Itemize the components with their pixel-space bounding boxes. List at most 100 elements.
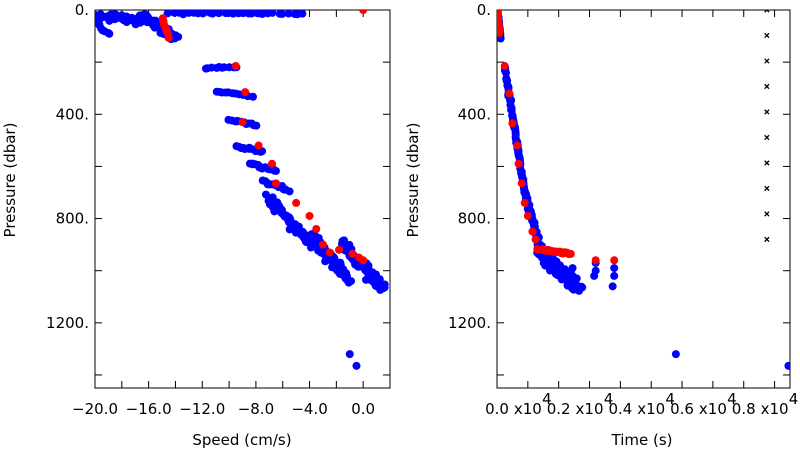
red-data-point xyxy=(497,29,504,38)
x-marker xyxy=(764,211,770,217)
data-points xyxy=(497,10,790,370)
red-data-point xyxy=(164,33,173,42)
red-data-point xyxy=(508,119,517,128)
x-marker xyxy=(764,58,770,64)
speed-plot-area: 0. 400. 800. 1200. −20.0 −16.0 −12.0 −8.0 −4.0 0.… xyxy=(46,1,391,418)
blue-data-point xyxy=(590,271,599,280)
blue-data-point xyxy=(285,187,294,196)
blue-data-point xyxy=(284,10,293,18)
x-tick-label: −12.0 xyxy=(179,400,225,418)
y-tick-label: 0. xyxy=(75,1,89,19)
red-data-point xyxy=(514,159,523,168)
y-tick-label: 800. xyxy=(458,210,491,228)
blue-data-point xyxy=(568,271,577,280)
time-pressure-panel: 0.400.800.1200.0.0 0.2 0.4 0.6 0.8x104x104x1… xyxy=(404,1,798,449)
x-marker xyxy=(764,10,770,13)
x-multiplier-exponent: 4 xyxy=(542,390,552,408)
blue-data-point xyxy=(268,10,277,17)
red-data-point xyxy=(505,89,514,98)
x-tick-label: −20.0 xyxy=(72,400,118,418)
x-marker xyxy=(764,32,770,39)
red-data-point xyxy=(268,159,276,168)
red-data-point xyxy=(513,141,522,150)
red-data-point xyxy=(272,179,281,188)
blue-data-point xyxy=(170,34,179,43)
red-data-point xyxy=(500,62,509,71)
data-points xyxy=(95,10,389,370)
red-data-point xyxy=(528,227,537,236)
x-multiplier-exponent: 4 xyxy=(665,390,675,408)
red-data-point xyxy=(566,249,575,258)
y-tick-label: 400. xyxy=(56,105,89,123)
red-data-point xyxy=(591,256,600,265)
red-data-point xyxy=(523,211,532,220)
blue-data-point xyxy=(292,224,301,233)
x-tick-label: −4.0 xyxy=(291,400,327,418)
blue-data-point xyxy=(578,283,587,292)
y-tick-label: 1200. xyxy=(448,314,491,332)
x-marker xyxy=(764,134,770,141)
red-data-point xyxy=(335,245,344,254)
red-data-point xyxy=(254,141,263,150)
red-data-point xyxy=(305,211,314,220)
y-tick-label: 1200. xyxy=(46,314,89,332)
blue-data-point xyxy=(608,282,617,291)
red-data-point xyxy=(312,224,321,233)
x-multiplier-label: x10 xyxy=(514,400,542,418)
x-tick-label: 0.2 xyxy=(547,400,571,418)
time-x-axis-label: Time (s) xyxy=(611,431,673,449)
blue-data-point xyxy=(341,272,350,281)
blue-data-point xyxy=(214,10,223,18)
blue-data-point xyxy=(347,277,356,286)
blue-data-point xyxy=(671,350,680,359)
blue-data-point xyxy=(105,29,114,38)
x-marker xyxy=(764,109,770,115)
y-tick-label: 0. xyxy=(477,1,491,19)
red-data-point xyxy=(348,249,357,258)
red-data-point xyxy=(238,118,247,127)
blue-data-point xyxy=(610,264,619,273)
red-data-point xyxy=(231,62,240,71)
blue-data-point xyxy=(198,10,207,18)
x-multiplier-label: x10 xyxy=(761,400,789,418)
blue-data-point xyxy=(271,166,280,175)
red-data-point xyxy=(517,179,526,188)
blue-data-point xyxy=(345,350,354,359)
x-marker xyxy=(764,160,770,166)
x-multiplier-exponent: 4 xyxy=(789,390,799,408)
x-multiplier-exponent: 4 xyxy=(604,390,614,408)
red-data-point xyxy=(610,256,619,265)
x-tick-label: 0.8 xyxy=(732,400,756,418)
time-y-axis-label: Pressure (dbar) xyxy=(404,123,422,238)
red-data-point xyxy=(241,88,250,97)
blue-data-point xyxy=(784,361,790,370)
x-tick-label: 0.6 xyxy=(670,400,694,418)
blue-data-point xyxy=(298,10,307,18)
x-tick-label: 0.4 xyxy=(608,400,632,418)
red-data-point xyxy=(318,240,327,249)
red-data-point xyxy=(325,248,334,257)
red-data-point xyxy=(292,198,301,207)
y-tick-label: 400. xyxy=(458,105,491,123)
blue-data-point xyxy=(541,252,550,261)
x-tick-label: 0.0 xyxy=(351,400,375,418)
x-multiplier-label: x10 xyxy=(637,400,665,418)
y-tick-label: 800. xyxy=(56,210,89,228)
x-marker xyxy=(764,236,770,243)
speed-pressure-panel: 0. 400. 800. 1200. −20.0 −16.0 −12.0 −8.0 −4.0 0.… xyxy=(1,1,391,449)
speed-x-axis-label: Speed (cm/s) xyxy=(192,431,291,449)
x-multiplier-exponent: 4 xyxy=(727,390,737,408)
x-tick-label: −16.0 xyxy=(126,400,172,418)
red-data-point xyxy=(531,235,540,244)
x-tick-label: 0.0 xyxy=(485,400,509,418)
x-multiplier-label: x10 xyxy=(699,400,727,418)
blue-data-point xyxy=(568,264,577,273)
x-marker xyxy=(764,185,770,192)
blue-data-point xyxy=(252,121,261,130)
plot-frame xyxy=(496,9,791,389)
blue-data-point xyxy=(378,284,387,293)
blue-data-point xyxy=(239,10,248,18)
red-data-point xyxy=(520,198,529,207)
x-tick-label: −8.0 xyxy=(238,400,274,418)
